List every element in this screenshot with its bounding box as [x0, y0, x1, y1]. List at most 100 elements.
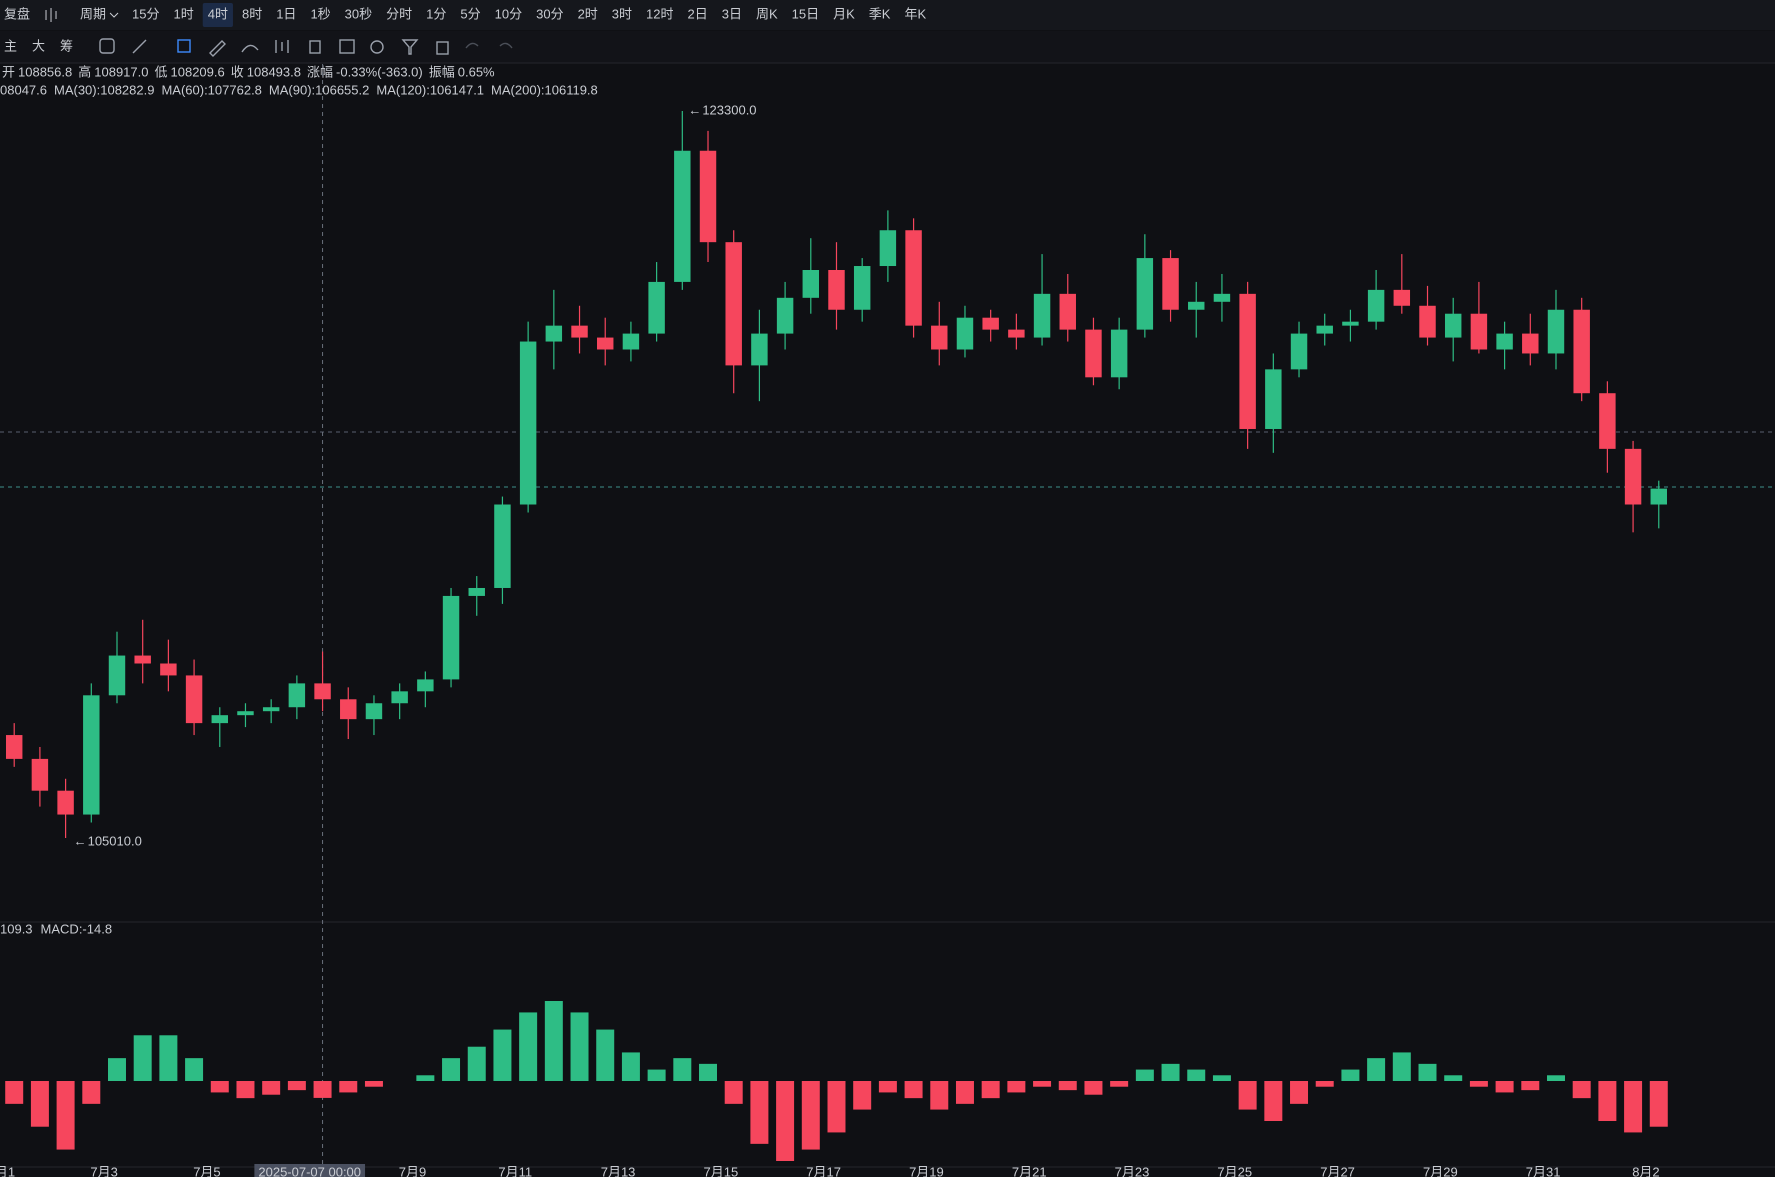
period-button[interactable]: 2日: [688, 6, 708, 21]
info-value: 108917.0: [94, 64, 148, 79]
icon: [465, 42, 479, 49]
macd-bar: [1007, 1081, 1026, 1093]
macd-bar: [544, 1001, 563, 1081]
crosshair-label-bg: [254, 1164, 366, 1177]
candle-body: [751, 333, 768, 366]
macd-bar: [1264, 1081, 1283, 1121]
icon[interactable]: [177, 39, 191, 53]
period-button[interactable]: 季K: [869, 6, 891, 21]
caret: [109, 12, 119, 18]
period-button[interactable]: 1分: [426, 6, 446, 21]
period-menu[interactable]: 周期: [80, 6, 106, 21]
macd-bar: [1521, 1081, 1540, 1091]
icon[interactable]: [309, 40, 321, 54]
icon[interactable]: [401, 39, 419, 55]
candle-body: [57, 790, 74, 815]
replay-button[interactable]: 复盘: [4, 6, 30, 21]
period-button[interactable]: 5分: [460, 6, 480, 21]
info-label: 收: [231, 64, 244, 79]
period-button[interactable]: 30秒: [345, 6, 372, 21]
period-button[interactable]: 1秒: [310, 6, 330, 21]
period-button[interactable]: 3日: [722, 6, 742, 21]
period-button[interactable]: 分时: [386, 6, 412, 21]
x-tick-label: 7月3: [90, 1164, 117, 1177]
candle-body: [134, 655, 151, 664]
period-button[interactable]: 4时: [208, 6, 228, 21]
candle-body: [1444, 313, 1462, 338]
candle-body: [1316, 325, 1333, 334]
icon[interactable]: [241, 44, 259, 53]
period-button[interactable]: 3时: [612, 6, 632, 21]
macd-bar: [493, 1029, 512, 1081]
icon[interactable]: [339, 39, 355, 54]
high-annotation: 123300.0: [702, 102, 756, 117]
macd-bar: [827, 1081, 846, 1133]
macd-bar: [1572, 1081, 1591, 1099]
toolbar-bg: [0, 0, 1775, 30]
macd-bar: [673, 1058, 692, 1081]
info-value: 108209.6: [171, 64, 225, 79]
macd-bar: [1392, 1052, 1411, 1081]
icon[interactable]: [436, 41, 449, 55]
icon[interactable]: [209, 40, 226, 57]
info-label: 低: [155, 64, 168, 79]
info-label: 涨幅: [307, 64, 333, 79]
tool-label[interactable]: 主: [4, 38, 17, 53]
period-button[interactable]: 15日: [792, 6, 819, 21]
icon[interactable]: [370, 40, 384, 54]
x-tick-label: 7月1: [0, 1164, 15, 1177]
macd-bar: [236, 1081, 255, 1099]
period-button[interactable]: 10分: [495, 6, 522, 21]
candle-body: [237, 711, 254, 716]
period-button[interactable]: 12时: [646, 6, 673, 21]
macd-bar: [647, 1069, 666, 1081]
macd-bar: [416, 1075, 435, 1081]
period-button[interactable]: 年K: [904, 6, 926, 21]
candle-body: [725, 242, 742, 366]
tool-icons[interactable]: [99, 38, 513, 57]
period-button[interactable]: 1时: [174, 6, 194, 21]
macd-bar: [1546, 1075, 1565, 1081]
info-value: -0.33%(-363.0): [336, 64, 423, 79]
icon: [499, 42, 513, 49]
candle-body: [519, 341, 537, 505]
candle-body: [211, 715, 229, 724]
period-button[interactable]: 2时: [578, 6, 598, 21]
icon[interactable]: [275, 40, 289, 53]
period-button[interactable]: 30分: [536, 6, 563, 21]
period-button[interactable]: 月K: [833, 6, 855, 21]
macd-bar: [724, 1081, 743, 1104]
info-label: 振幅: [429, 64, 455, 79]
x-tick-label: 7月9: [399, 1164, 426, 1177]
candle-body: [417, 679, 434, 692]
chart-type-icon[interactable]: [45, 8, 57, 22]
period-button[interactable]: 15分: [132, 6, 159, 21]
icon[interactable]: [132, 39, 147, 54]
period-button[interactable]: 1日: [276, 6, 296, 21]
candle-body: [545, 325, 563, 342]
candle-body: [956, 317, 974, 350]
ma-legend: MA(120):106147.1: [376, 82, 484, 97]
ma-legend: 08047.6: [0, 82, 47, 97]
period-button[interactable]: 周K: [756, 6, 778, 21]
candle-body: [931, 325, 948, 350]
candle-body: [31, 758, 49, 791]
macd-bar: [776, 1081, 795, 1161]
candle-body: [1008, 329, 1025, 338]
candle-body: [1033, 293, 1051, 338]
x-tick-label: 7月25: [1217, 1164, 1252, 1177]
tool-label[interactable]: 筹: [60, 38, 73, 53]
macd-bar: [210, 1081, 229, 1093]
macd-bar: [1367, 1058, 1386, 1081]
macd-bar: [955, 1081, 974, 1104]
icon[interactable]: [99, 38, 115, 54]
candle-body: [1342, 321, 1359, 326]
tool-label[interactable]: 大: [32, 38, 45, 53]
macd-bar: [1135, 1069, 1154, 1081]
macd-bar: [1212, 1075, 1231, 1081]
macd-bar: [1084, 1081, 1103, 1095]
period-button[interactable]: 8时: [242, 6, 262, 21]
x-tick-label: 7月31: [1526, 1164, 1561, 1177]
candle-body: [1059, 293, 1076, 330]
